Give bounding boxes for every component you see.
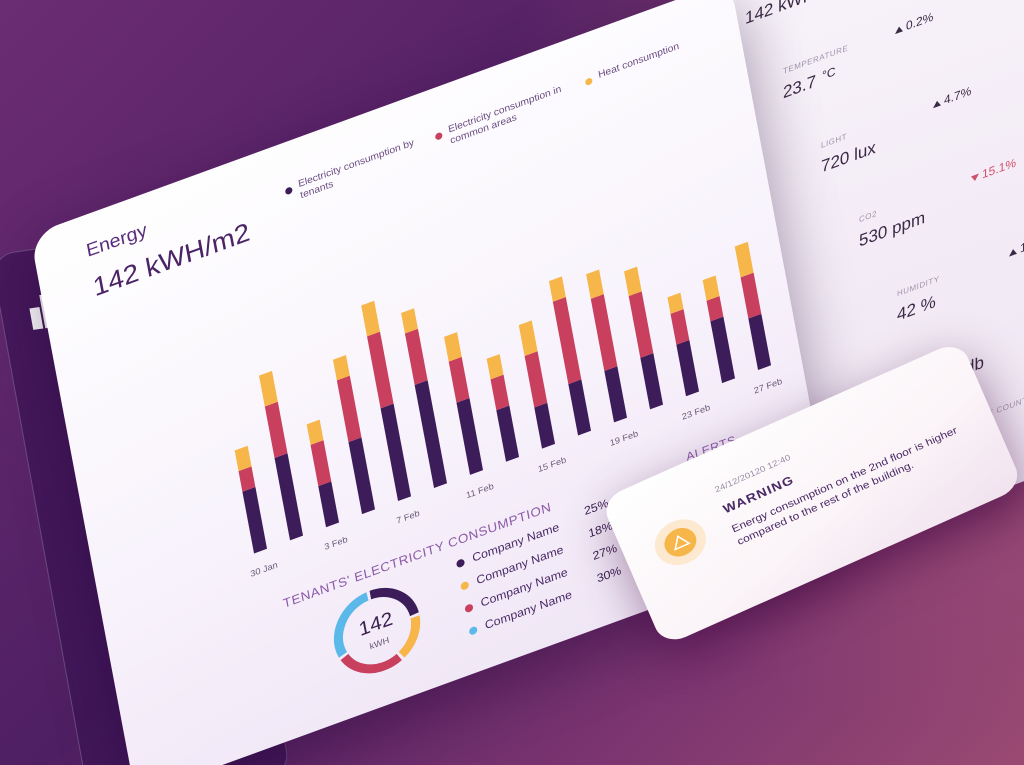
pie-value-label: 27%: [592, 541, 619, 563]
bar-segment: [380, 403, 412, 502]
x-tick-label: 15 Feb: [537, 455, 567, 474]
chart-subtitle: 142 kWH/m2: [91, 217, 252, 302]
bar-segment: [552, 296, 582, 385]
x-tick-label: 19 Feb: [609, 429, 639, 448]
metric-value: 23.7: [783, 71, 816, 102]
bar-segment: [628, 291, 654, 358]
bar-segment: [667, 292, 684, 314]
bar-segment: [534, 402, 556, 449]
bar-segment: [524, 351, 548, 408]
bar-segment: [676, 340, 700, 397]
pie-segment: [333, 588, 421, 674]
bar-segment: [548, 276, 566, 302]
bar-segment: [702, 275, 720, 301]
legend-label: Electricity consumption by tenants: [297, 137, 415, 202]
bar-segment: [361, 300, 380, 337]
metric-trend-arrow: [971, 173, 979, 182]
pie-segment: [333, 588, 421, 674]
bar-segment: [318, 481, 340, 528]
legend-box: Heat consumption: [597, 41, 680, 81]
pie-center-value: 142: [357, 608, 394, 641]
bar-segment: [242, 486, 268, 554]
legend-dot: [585, 78, 593, 86]
metric-trend-arrow: [1009, 249, 1017, 257]
x-tick-label: 3 Feb: [324, 534, 349, 552]
metric-unit: °C: [822, 64, 836, 82]
energy-canvas: Energy 142 kWH/m2 TENANTS' ELECTRICITY C…: [85, 41, 783, 674]
metric-trend-arrow: [895, 26, 903, 35]
metric-value: 142 kWH/m2: [745, 0, 843, 28]
alert-icon: [664, 527, 697, 557]
bar-segment: [624, 266, 642, 297]
alert-icon-glyph: [674, 535, 691, 551]
bar-segment: [490, 374, 510, 411]
x-tick-label: 23 Feb: [681, 402, 711, 421]
pie-segment: [333, 588, 421, 674]
legend-dot: [285, 187, 293, 195]
bar-segment: [590, 294, 618, 371]
energy-card: Energy 142 kWH/m2 TENANTS' ELECTRICITY C…: [30, 0, 836, 765]
metric-trend-arrow: [933, 100, 941, 109]
bar-segment: [238, 466, 256, 492]
x-tick-label: 27 Feb: [753, 376, 783, 395]
bar-segment: [748, 313, 772, 371]
bar-segment: [640, 353, 664, 410]
x-tick-label: 7 Feb: [396, 508, 421, 526]
bar-segment: [310, 440, 332, 487]
metric-delta: 1.2: [1020, 236, 1024, 256]
legend-label: Heat consumption: [597, 41, 680, 81]
metric-label: CO2: [859, 209, 877, 224]
pie-value-label: 30%: [596, 564, 623, 586]
bar-segment: [332, 355, 350, 381]
legend-dot: [435, 132, 443, 140]
bar-segment: [486, 354, 504, 380]
bar-segment: [710, 316, 736, 384]
metric-delta: 4.7%: [944, 84, 971, 108]
bar-segment: [404, 328, 428, 386]
metric-label: LIGHT: [821, 132, 847, 150]
bar-segment: [258, 370, 278, 407]
pie-legend-dot: [456, 559, 465, 568]
legend-box: Electricity consumption in common areas: [447, 84, 563, 147]
pie-legend-dot: [460, 581, 469, 590]
bar-segment: [366, 331, 394, 409]
metric-delta: 0.2%: [906, 10, 933, 34]
metric-delta: 15.1%: [982, 156, 1016, 182]
bar-segment: [336, 375, 362, 443]
x-tick-label: 30 Jan: [250, 560, 279, 579]
alert-card[interactable]: 24/12/20120 12:40 WARNING Energy consump…: [600, 339, 1024, 647]
bar-segment: [348, 437, 376, 515]
bar-segment: [740, 272, 762, 319]
bar-segment: [444, 332, 462, 362]
bar-segment: [518, 320, 538, 356]
bar-segment: [274, 453, 304, 541]
bar-segment: [414, 380, 448, 488]
bar-segment: [568, 379, 592, 436]
legend-label: Electricity consumption in common areas: [447, 84, 563, 147]
bar-segment: [670, 309, 690, 345]
pie-center-unit: kWH: [369, 635, 390, 651]
pie-legend-dot: [464, 604, 474, 613]
bar-segment: [734, 241, 754, 278]
bar-segment: [604, 366, 628, 423]
pie-legend-dot: [469, 626, 478, 635]
bar-segment: [456, 398, 484, 475]
alert-canvas: 24/12/20120 12:40 WARNING Energy consump…: [654, 425, 959, 565]
bar-segment: [496, 405, 520, 462]
bar-segment: [586, 269, 604, 299]
x-tick-label: 11 Feb: [465, 481, 494, 500]
legend-box: Electricity consumption by tenants: [297, 137, 415, 202]
bar-segment: [401, 308, 418, 334]
bar-segment: [706, 296, 724, 322]
bar-segment: [448, 356, 470, 403]
pie-segment: [333, 588, 421, 674]
bar-segment: [234, 445, 252, 472]
bar-segment: [306, 419, 324, 445]
bar-segment: [264, 401, 288, 459]
